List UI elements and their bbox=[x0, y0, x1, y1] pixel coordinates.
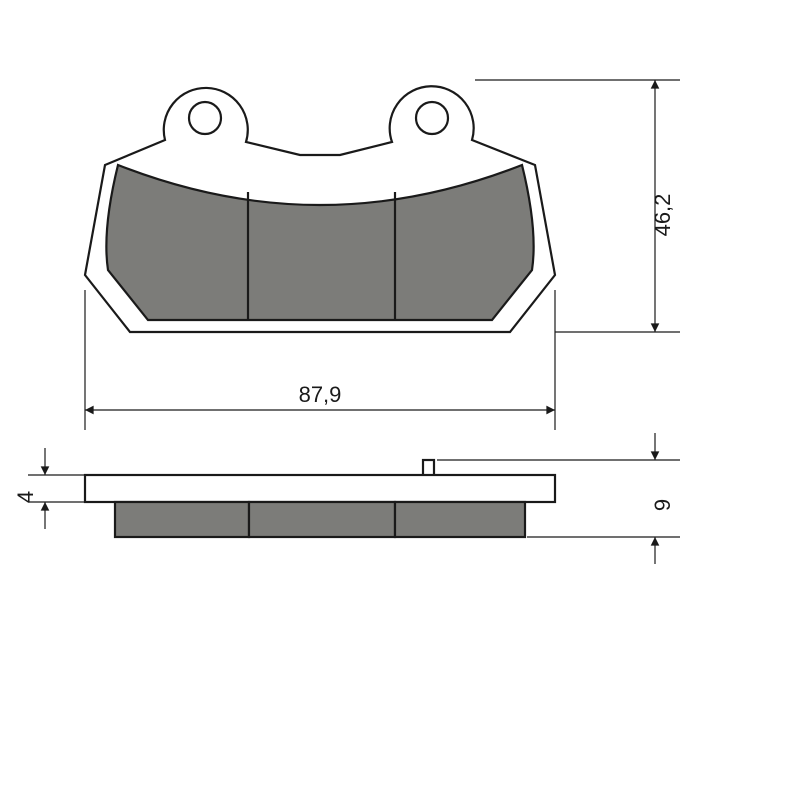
dim-height-label: 46,2 bbox=[650, 194, 675, 237]
side-view bbox=[85, 460, 555, 537]
friction-segment-2 bbox=[249, 502, 395, 537]
mounting-hole-right bbox=[416, 102, 448, 134]
backing-plate-edge bbox=[85, 475, 555, 502]
drawing-svg: 46,2 87,9 4 9 bbox=[0, 0, 800, 800]
friction-segment-3 bbox=[395, 502, 525, 537]
dim-plate-thickness-label: 4 bbox=[13, 491, 38, 503]
dim-plate-thickness: 4 bbox=[13, 448, 85, 529]
mounting-hole-left bbox=[189, 102, 221, 134]
friction-segment-1 bbox=[115, 502, 249, 537]
dim-width-label: 87,9 bbox=[299, 382, 342, 407]
technical-drawing: { "drawing": { "type": "engineering-dime… bbox=[0, 0, 800, 800]
dim-total-thickness-label: 9 bbox=[650, 499, 675, 511]
front-view bbox=[85, 86, 555, 332]
